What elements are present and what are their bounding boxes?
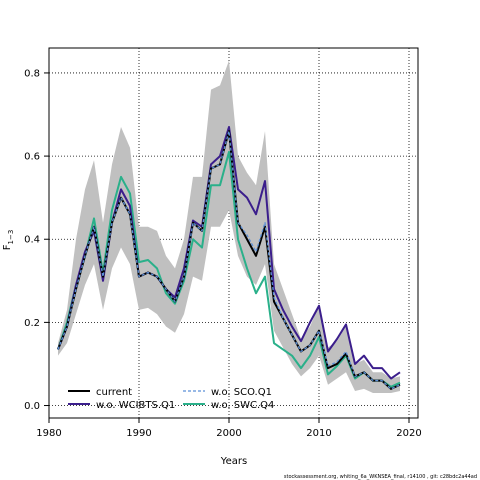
x-axis-title: Years xyxy=(220,456,247,467)
y-tick-label: 0.6 xyxy=(24,152,40,163)
x-tick-label: 2010 xyxy=(306,428,331,439)
series-layer xyxy=(57,125,401,390)
x-tick-label: 2020 xyxy=(396,428,421,439)
y-tick-label: 0.8 xyxy=(24,68,40,79)
y-tick-label: 0.2 xyxy=(24,318,40,329)
legend-label-1: w.o. WCIBTS.Q1 xyxy=(96,400,175,411)
x-tick-label: 1980 xyxy=(36,428,61,439)
y-axis-title-subscript: 1−3 xyxy=(7,230,15,245)
y-axis-ticks: 0.0 0.2 0.4 0.6 0.8 xyxy=(24,68,49,412)
svg-text:F1−3: F1−3 xyxy=(2,230,15,251)
y-tick-label: 0.0 xyxy=(24,401,40,412)
legend-label-3: w.o. SWC.Q4 xyxy=(211,400,274,411)
series-line-2 xyxy=(57,130,401,390)
series-line-3 xyxy=(57,150,401,388)
plot-frame xyxy=(48,47,419,419)
y-tick-label: 0.4 xyxy=(24,235,40,246)
y-axis-title: F1−3 xyxy=(2,230,15,251)
x-tick-label: 2000 xyxy=(216,428,241,439)
legend: current w.o. WCIBTS.Q1 w.o. SCO.Q1 w.o. SWC… xyxy=(68,387,274,411)
legend-label-0: current xyxy=(96,387,132,398)
legend-label-2: w.o. SCO.Q1 xyxy=(211,387,272,398)
x-axis-ticks: 1980 1990 2000 2010 2020 xyxy=(36,418,422,439)
footer-note: stockassessment.org, whiting_6a_WKNSEA_f… xyxy=(284,474,477,480)
y-axis-title-main: F xyxy=(2,244,13,250)
x-tick-label: 1990 xyxy=(126,428,151,439)
